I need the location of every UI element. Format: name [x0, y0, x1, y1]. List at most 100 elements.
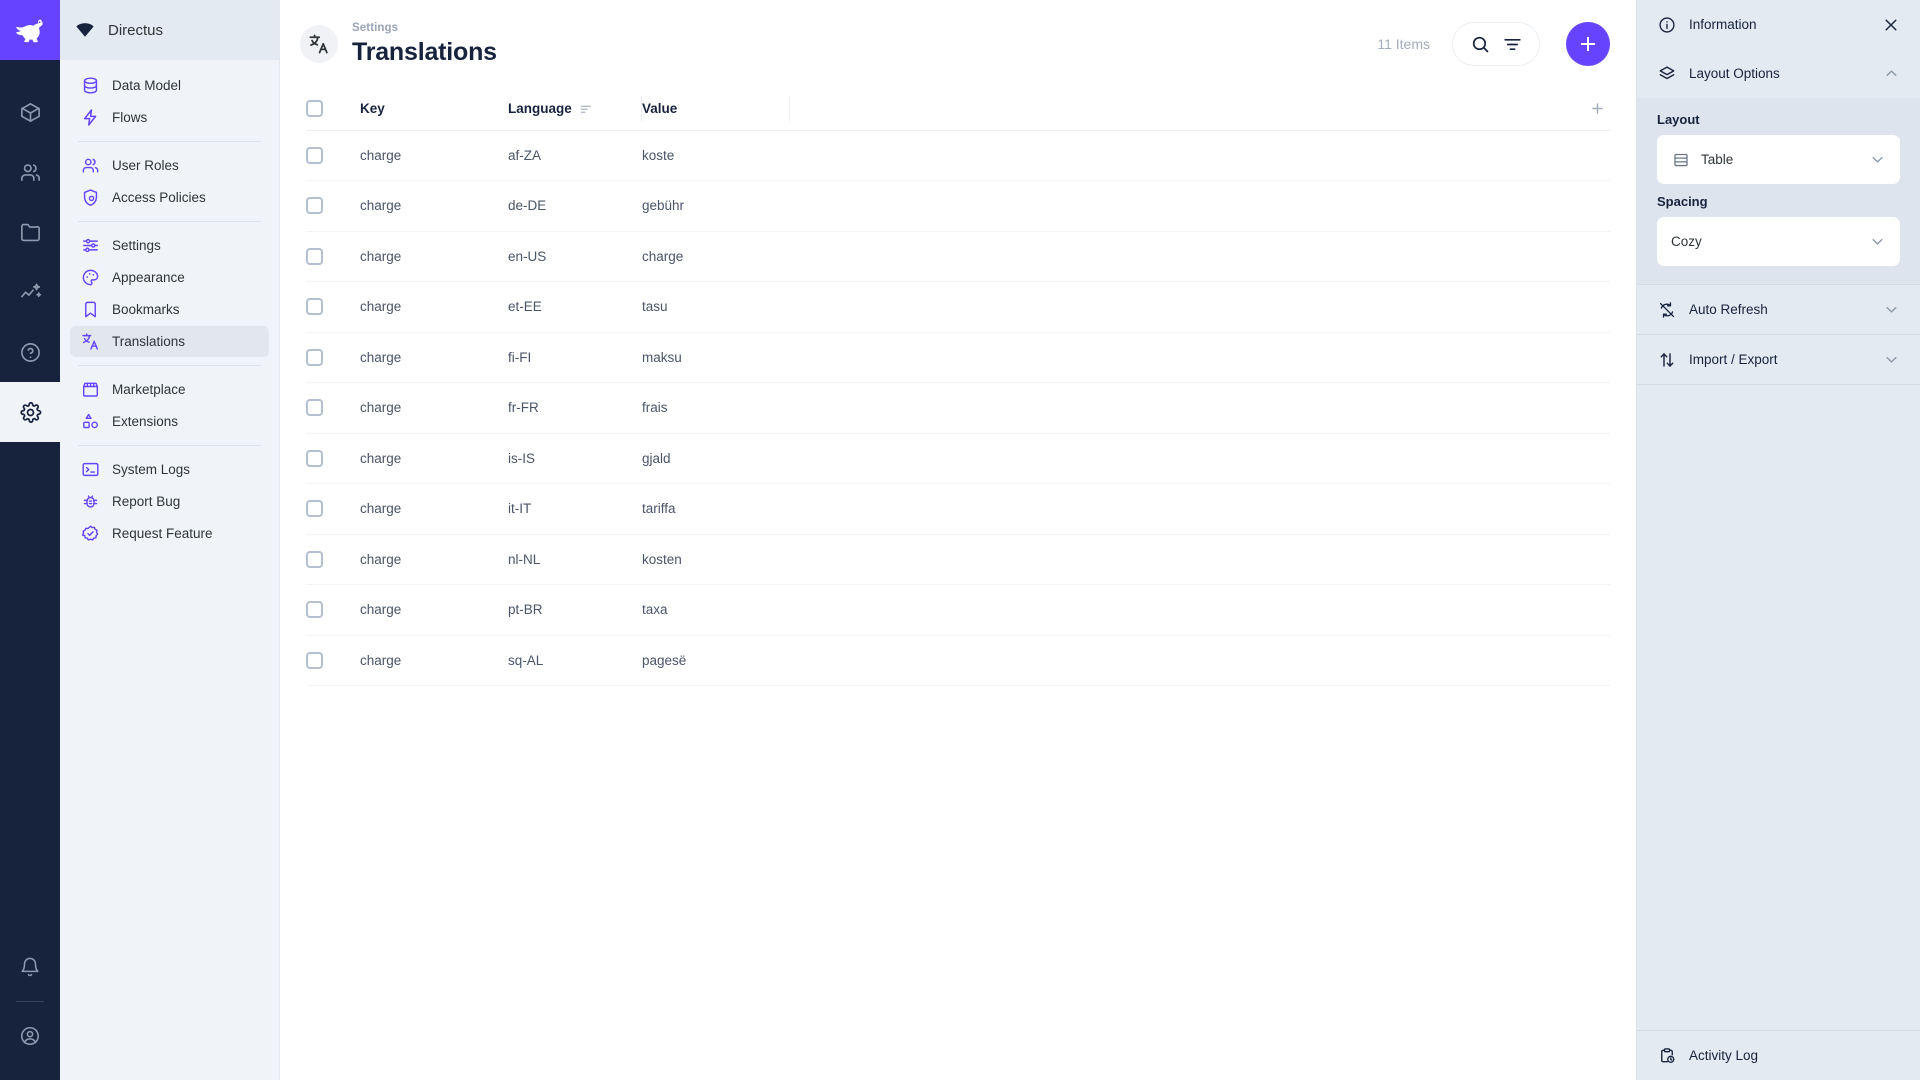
cell-key: charge [360, 433, 508, 484]
column-header-language[interactable]: Language [508, 88, 642, 131]
sidebar-item-data-model[interactable]: Data Model [70, 70, 269, 101]
row-checkbox[interactable] [306, 146, 323, 164]
sidebar-item-label: Bookmarks [112, 302, 180, 317]
row-select-cell [306, 534, 360, 585]
table-row[interactable]: charge nl-NL kosten [306, 534, 1610, 585]
column-header-key[interactable]: Key [360, 88, 508, 131]
cell-spacer [790, 281, 1610, 333]
drawer-activity-log-section[interactable]: Activity Log [1637, 1031, 1920, 1080]
chevron-down-icon[interactable] [1883, 301, 1900, 318]
table-head: Key Language Value [306, 88, 1610, 131]
table-row[interactable]: charge is-IS gjald [306, 433, 1610, 484]
drawer-layout-options-section[interactable]: Layout Options [1637, 49, 1920, 98]
cell-value: gjald [642, 433, 790, 484]
table-row[interactable]: charge pt-BR taxa [306, 584, 1610, 636]
row-checkbox[interactable] [306, 197, 323, 215]
gear-icon [19, 401, 41, 423]
rail-item-account[interactable] [0, 1006, 60, 1066]
table-row[interactable]: charge fr-FR frais [306, 382, 1610, 434]
cell-language: is-IS [508, 433, 642, 484]
sidebar-item-report-bug[interactable]: Report Bug [70, 486, 269, 517]
shield-lock-icon [80, 188, 100, 208]
layout-select[interactable]: Table [1657, 135, 1900, 184]
row-checkbox[interactable] [306, 399, 323, 417]
row-checkbox[interactable] [306, 500, 323, 518]
cell-key: charge [360, 382, 508, 434]
table-row[interactable]: charge et-EE tasu [306, 281, 1610, 333]
row-checkbox[interactable] [306, 651, 323, 669]
rail-item-settings[interactable] [0, 382, 60, 442]
row-checkbox[interactable] [306, 601, 323, 619]
chevron-up-icon[interactable] [1883, 65, 1900, 82]
row-checkbox[interactable] [306, 298, 323, 316]
rail-item-notifications[interactable] [0, 937, 60, 997]
rail-item-file-library[interactable] [0, 202, 60, 262]
table-row[interactable]: charge fi-FI maksu [306, 332, 1610, 383]
close-icon[interactable] [1882, 16, 1900, 34]
sidebar-item-appearance[interactable]: Appearance [70, 262, 269, 293]
clipboard-clock-icon [1657, 1046, 1676, 1065]
spacing-select[interactable]: Cozy [1657, 217, 1900, 266]
chevron-down-icon[interactable] [1869, 151, 1886, 168]
drawer-information-label: Information [1689, 17, 1757, 32]
sidebar-item-flows[interactable]: Flows [70, 102, 269, 133]
table-row[interactable]: charge it-IT tariffa [306, 483, 1610, 535]
add-column-button[interactable] [790, 100, 1610, 117]
select-all-header [306, 88, 360, 131]
table-row[interactable]: charge de-DE gebühr [306, 180, 1610, 232]
row-checkbox[interactable] [306, 449, 323, 467]
nav-header[interactable]: Directus [60, 0, 279, 60]
row-select-cell [306, 281, 360, 333]
table-row[interactable]: charge af-ZA koste [306, 130, 1610, 181]
rail-item-insights[interactable] [0, 262, 60, 322]
row-select-cell [306, 180, 360, 232]
sidebar-item-marketplace[interactable]: Marketplace [70, 374, 269, 405]
row-checkbox[interactable] [306, 247, 323, 265]
sidebar-item-access-policies[interactable]: Access Policies [70, 182, 269, 213]
table-row[interactable]: charge en-US charge [306, 231, 1610, 282]
create-item-button[interactable] [1566, 22, 1610, 66]
sidebar-item-request-feature[interactable]: Request Feature [70, 518, 269, 549]
cell-key: charge [360, 584, 508, 636]
users-icon [80, 156, 100, 176]
drawer-import-export-section[interactable]: Import / Export [1637, 335, 1920, 384]
drawer-information-section[interactable]: Information [1637, 0, 1920, 49]
select-all-checkbox[interactable] [306, 100, 323, 118]
cell-language: de-DE [508, 180, 642, 232]
folder-icon [20, 223, 40, 241]
row-select-cell [306, 433, 360, 484]
filter-icon[interactable] [1498, 30, 1526, 58]
drawer-auto-refresh-section[interactable]: Auto Refresh [1637, 285, 1920, 334]
cell-value: maksu [642, 332, 790, 383]
module-rail [0, 0, 60, 1080]
sidebar-item-extensions[interactable]: Extensions [70, 406, 269, 437]
bolt-icon [80, 108, 100, 128]
search-icon[interactable] [1466, 30, 1494, 58]
drawer-divider [1637, 284, 1920, 285]
row-checkbox[interactable] [306, 348, 323, 366]
sidebar-item-system-logs[interactable]: System Logs [70, 454, 269, 485]
chevron-down-icon[interactable] [1869, 233, 1886, 250]
directus-logo[interactable] [0, 0, 60, 60]
sidebar-item-label: Flows [112, 110, 148, 125]
rail-item-content[interactable] [0, 82, 60, 142]
chevron-down-icon[interactable] [1883, 351, 1900, 368]
sliders-icon [80, 236, 100, 256]
sort-ascending-icon[interactable] [579, 102, 593, 116]
table-row[interactable]: charge sq-AL pagesë [306, 635, 1610, 686]
sidebar-item-user-roles[interactable]: User Roles [70, 150, 269, 181]
sidebar-item-bookmarks[interactable]: Bookmarks [70, 294, 269, 325]
row-select-cell [306, 130, 360, 181]
sidebar-item-label: User Roles [112, 158, 179, 173]
sidebar-item-label: Appearance [112, 270, 185, 285]
layout-field-label: Layout [1657, 112, 1700, 127]
rail-item-user-directory[interactable] [0, 142, 60, 202]
column-header-value[interactable]: Value [642, 88, 790, 131]
sidebar-item-translations[interactable]: Translations [70, 326, 269, 357]
sidebar-item-settings[interactable]: Settings [70, 230, 269, 261]
breadcrumb[interactable]: Settings [352, 21, 399, 34]
rail-item-help[interactable] [0, 322, 60, 382]
cell-key: charge [360, 231, 508, 282]
row-checkbox[interactable] [306, 550, 323, 568]
layout-options-body: Layout Table Spacing Cozy [1637, 98, 1920, 284]
